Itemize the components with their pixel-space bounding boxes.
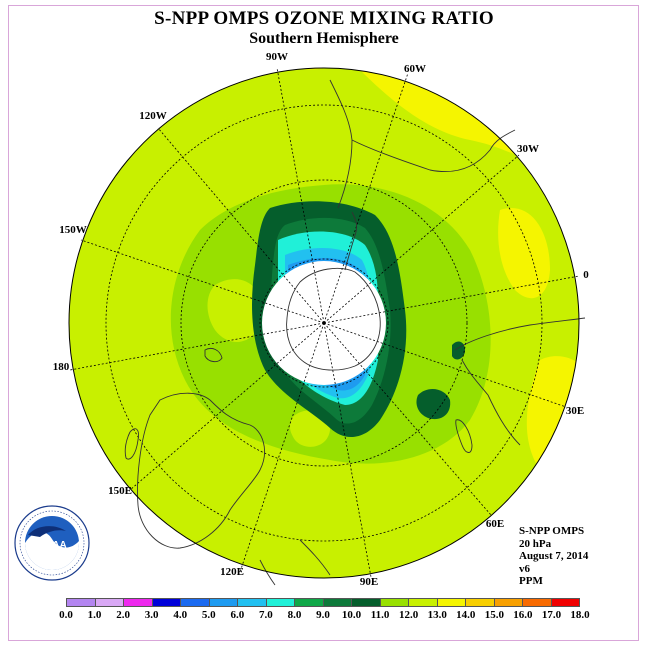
colorbar-tick-label: 5.0 (201, 609, 216, 621)
info-version: v6 (519, 562, 530, 575)
colorbar-tick-label: 6.0 (230, 609, 245, 621)
colorbar-tick-label: 16.0 (513, 609, 533, 621)
colorbar-segment (124, 599, 153, 606)
noaa-logo-text: NOAA (37, 540, 66, 551)
info-block: S-NPP OMPS 20 hPa August 7, 2014 v6 PPM (519, 525, 588, 588)
colorbar-tick-label: 15.0 (484, 609, 504, 621)
colorbar-segment (409, 599, 438, 606)
colorbar-tick-label: 14.0 (456, 609, 476, 621)
colorbar (66, 598, 580, 607)
colorbar-ticks: 0.0 1.0 2.0 3.0 4.0 5.0 6.0 7.0 8.0 9.0 10.0 11.0 12… (0, 609, 648, 623)
meridian-label-30w: 30W (517, 143, 539, 155)
colorbar-tick-label: 0.0 (59, 609, 73, 621)
noaa-logo: NOAA (14, 505, 90, 581)
info-instrument: S-NPP OMPS (519, 525, 585, 537)
latitude-circle-70s (259, 258, 389, 388)
new-zealand (124, 428, 139, 460)
colorbar-segment (152, 599, 181, 606)
map-subtitle: Southern Hemisphere (249, 30, 399, 47)
colorbar-segment (295, 599, 324, 606)
colorbar-tick-label: 12.0 (399, 609, 419, 621)
plot-frame (8, 5, 639, 641)
ozone-field (69, 68, 579, 578)
level-12-island (207, 279, 263, 342)
meridian-90w (276, 67, 325, 324)
coastlines (124, 79, 586, 586)
colorbar-segment (323, 599, 352, 606)
meridian-180 (69, 322, 325, 371)
info-date: August 7, 2014 (519, 550, 589, 562)
colorbar-tick-label: 13.0 (427, 609, 447, 621)
info-level: 20 hPa (519, 537, 552, 550)
meridian-label-90w: 90W (266, 51, 288, 63)
antarctica-coast (286, 267, 381, 371)
colorbar-segment (437, 599, 466, 606)
colorbar-segment (209, 599, 238, 606)
meridian-150e (129, 322, 325, 491)
map-boundary (68, 67, 580, 579)
meridian-120w (157, 127, 325, 324)
meridian-label-60w: 60W (404, 63, 426, 75)
colorbar-segment (181, 599, 210, 606)
meridian-150w (80, 239, 325, 324)
colorbar-segment (523, 599, 552, 606)
colorbar-tick-label: 11.0 (370, 609, 390, 621)
meridian-label-180: 180 (53, 361, 70, 373)
colorbar-segment (67, 599, 96, 606)
colorbar-tick-label: 4.0 (173, 609, 188, 621)
colorbar-segment (466, 599, 495, 606)
south-america-coast (329, 79, 516, 209)
meridian-30w (323, 154, 520, 324)
africa-coast (454, 317, 586, 446)
australia-coast (137, 392, 265, 549)
southeast-asia-coast (259, 539, 331, 586)
colorbar-tick-label: 8.0 (287, 609, 302, 621)
meridian-label-60e: 60E (486, 518, 504, 530)
colorbar-tick-label: 10.0 (341, 609, 362, 621)
meridian-60e (323, 322, 492, 516)
madagascar (455, 419, 473, 453)
map-title: S-NPP OMPS OZONE MIXING RATIO (154, 8, 494, 29)
latitude-circle-50s (180, 179, 468, 467)
meridian-label-120w: 120W (139, 110, 167, 122)
antarctic-peninsula (344, 211, 358, 271)
colorbar-tick-label: 2.0 (116, 609, 130, 621)
meridian-label-0: 0 (583, 269, 589, 281)
meridian-label-30e: 30E (566, 405, 584, 417)
island-west (204, 347, 223, 363)
colorbar-segment (238, 599, 267, 606)
info-units: PPM (519, 575, 543, 587)
colorbar-tick-label: 7.0 (259, 609, 273, 621)
level-10-island-east (416, 388, 451, 420)
colorbar-segment (95, 599, 124, 606)
colorbar-tick-label: 3.0 (144, 609, 159, 621)
meridian-label-120e: 120E (220, 566, 244, 578)
meridian-label-90e: 90E (360, 576, 378, 588)
meridian-30e (323, 322, 567, 408)
colorbar-tick-label: 17.0 (541, 609, 562, 621)
meridian-label-150w: 150W (59, 224, 87, 236)
colorbar-tick-label: 9.0 (316, 609, 330, 621)
meridian-90e (323, 322, 372, 578)
meridian-0 (323, 275, 580, 324)
south-pole-marker (322, 321, 326, 325)
colorbar-tick-label: 1.0 (87, 609, 102, 621)
meridian-label-150e: 150E (108, 485, 132, 497)
colorbar-segment (352, 599, 381, 606)
colorbar-segment (551, 599, 579, 606)
colorbar-segment (266, 599, 295, 606)
colorbar-segment (380, 599, 409, 606)
colorbar-tick-label: 18.0 (570, 609, 590, 621)
colorbar-segment (494, 599, 523, 606)
